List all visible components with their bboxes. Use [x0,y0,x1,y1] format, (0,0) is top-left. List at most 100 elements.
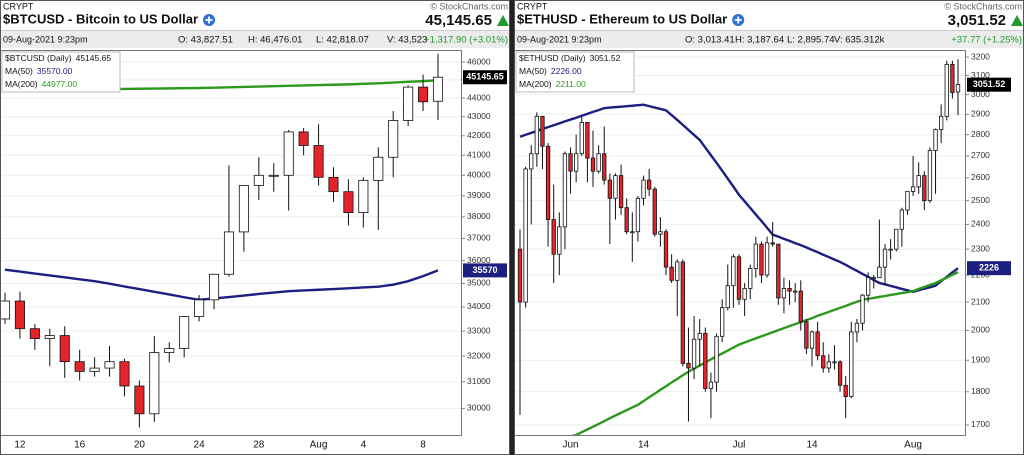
candle-body [933,129,938,151]
y-tick-label: 40000 [467,170,491,180]
y-tick-label: 33000 [467,325,491,335]
legend-value: 2211.00 [556,79,586,89]
legend-name: $ETHUSD (Daily) [519,53,586,63]
candle-body [736,256,742,300]
y-tick-label: 35000 [467,278,491,288]
last-price: 3,051.52 [948,12,1006,29]
x-tick-label: 12 [14,440,26,451]
legend-entry: $BTCUSD (Daily) 45145.65 [5,53,111,63]
candle-body [720,307,725,337]
candle-body [523,168,528,303]
y-tick-label: 2300 [971,243,990,253]
candle-body [939,115,944,130]
exchange: CRYPT [517,1,548,11]
candle-body [590,157,596,172]
candle-body [29,328,40,339]
candle-body [804,321,809,349]
candle-body [759,243,764,276]
candle-body [669,266,674,281]
candle-body [686,362,691,369]
candle-body [635,197,641,233]
candle-body [557,226,562,255]
candle-body [860,294,865,324]
x-tick-label: 8 [420,440,426,451]
candle-body [562,153,568,228]
candle-body [613,175,618,199]
candle-body [753,243,758,269]
candle-body [358,179,369,213]
candle-body [714,335,719,383]
y-tick-label: 2600 [971,172,990,182]
x-tick-label: Aug [904,440,922,451]
x-tick-label: Jun [562,440,578,451]
credit: © StockCharts.com [430,1,508,11]
axis-tag: 2226 [979,263,999,273]
candle-body [748,268,753,289]
legend-entry: $ETHUSD (Daily) 3051.52 [519,53,621,63]
candle-body [194,299,205,317]
quote-change: +37.77 (+1.25%) [951,35,1022,46]
x-tick-label: Jul [733,440,746,451]
candle-body [764,242,770,276]
candle-body [798,290,803,323]
candle-body [910,186,916,192]
candle-body [630,231,635,234]
exchange: CRYPT [3,1,34,11]
legend-value: 45145.65 [76,53,112,63]
legend-entry: MA(200) 2211.00 [519,79,586,89]
y-tick-label: 2900 [971,109,990,119]
legend-entry: MA(50) 2226.00 [519,66,582,76]
axis-tag-box [463,263,507,278]
y-tick-label: 43000 [467,111,491,121]
axis-tag: 3051.52 [973,79,1006,89]
y-tick-label: 1900 [971,355,990,365]
candle-body [843,384,848,398]
quote-change: +1,317.90 (+3.01%) [424,35,508,46]
candle-body [607,179,612,199]
moving-average-line [4,268,439,302]
candle-body [618,175,624,209]
candle-body [574,153,579,172]
quote-date: 09-Aug-2021 9:23pm [3,34,88,44]
candle-body [849,331,854,398]
candle-body [313,145,324,178]
y-tick-label: 32000 [467,350,491,360]
y-tick-label: 44000 [467,92,491,102]
y-tick-label: 2800 [971,129,990,139]
y-tick-label: 37000 [467,233,491,243]
candle-body [854,322,860,333]
candle-body [223,231,234,275]
candle-body [585,121,590,159]
candle-body [418,86,429,103]
candle-body [675,261,680,281]
candle-body [238,185,249,233]
quote-open: O: 3,013.41 [685,35,735,46]
candle-body [403,86,414,121]
candle-body [179,316,190,349]
axis-tag: 35570 [472,265,497,275]
candle-body [708,381,714,389]
legend-name: MA(50) [519,66,547,76]
quote-low: L: 42,818.07 [316,35,369,46]
y-tick-label: 41000 [467,150,491,160]
candle-body [652,188,657,235]
candle-body [432,76,444,102]
info-bar [514,31,1024,48]
quote-high: H: 46,476.01 [248,35,302,46]
candle-body [253,174,264,186]
legend-entry: MA(200) 44977.00 [5,79,77,89]
add-icon-plus [205,16,213,24]
legend-name: MA(50) [5,66,33,76]
candle-body [781,287,787,299]
candle-body [680,261,685,364]
candle-body [641,179,646,199]
add-icon-plus [734,16,742,24]
candle-body [770,242,775,245]
legend-value: 3051.52 [590,53,621,63]
plot [517,59,961,435]
candle-body [59,335,70,363]
y-tick-label: 1700 [971,419,990,429]
x-tick-label: 20 [134,440,146,451]
candle-body [703,332,708,389]
